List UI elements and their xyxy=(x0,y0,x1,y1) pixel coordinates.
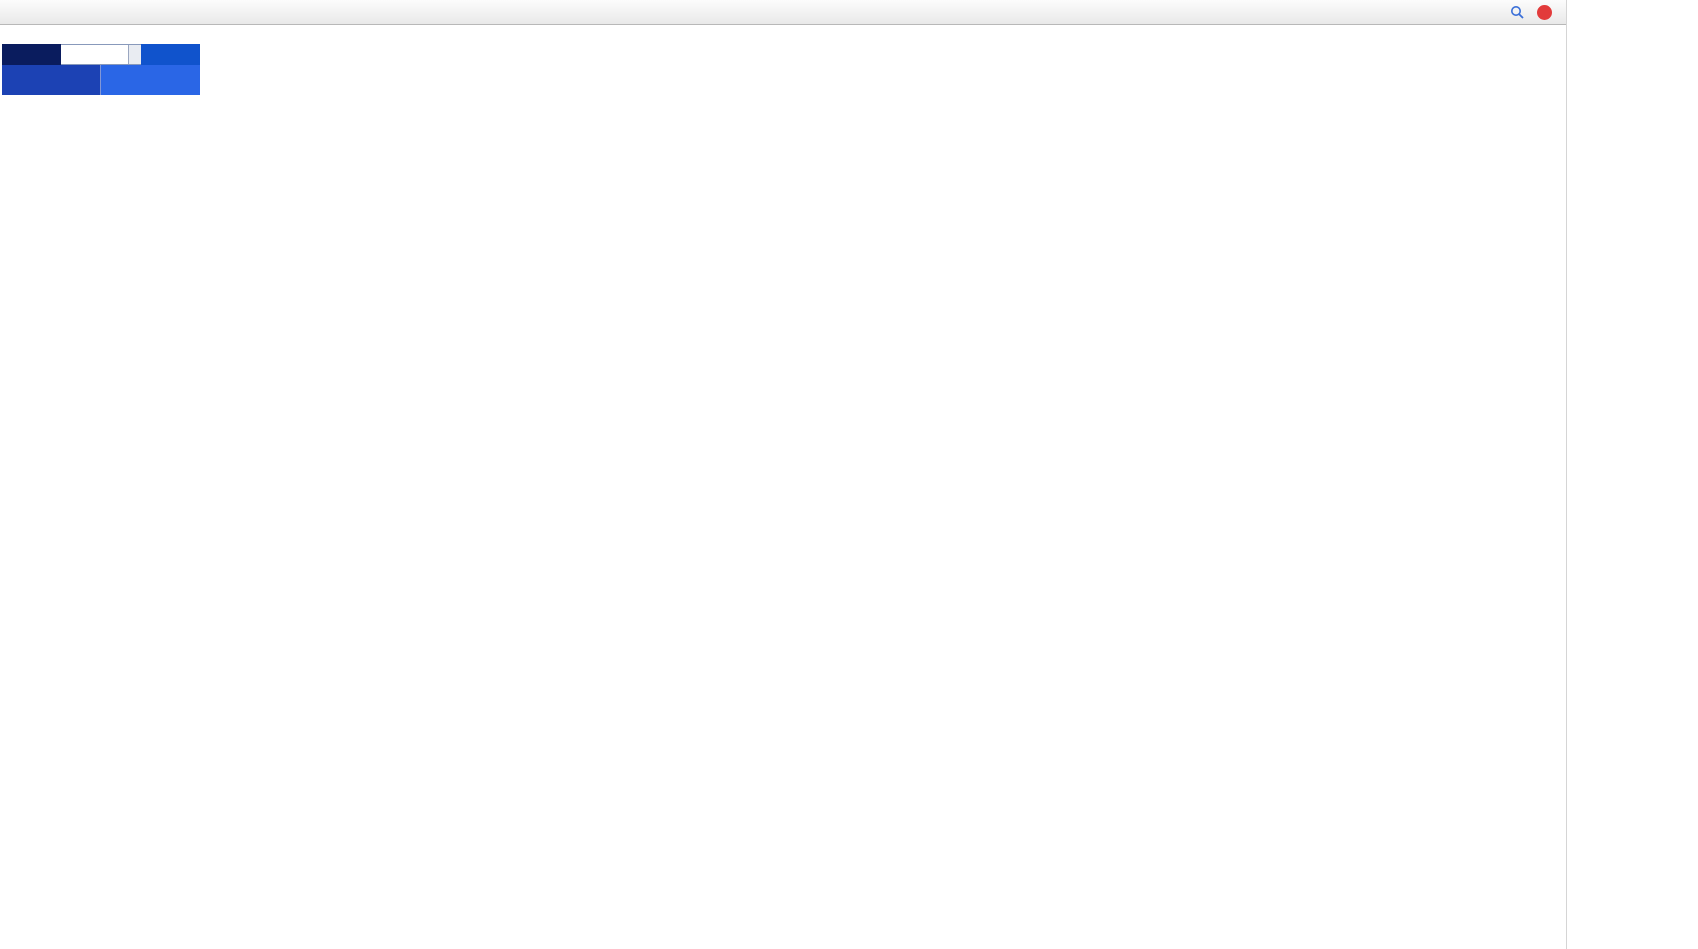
search-button[interactable] xyxy=(1504,1,1530,23)
notifications-badge[interactable] xyxy=(1537,4,1552,20)
toolbar xyxy=(0,0,1566,25)
toolbar-right xyxy=(1504,1,1552,23)
sell-button[interactable] xyxy=(2,44,61,65)
chart-area xyxy=(0,25,1566,949)
one-click-trading-panel xyxy=(2,44,200,95)
chart-canvas[interactable] xyxy=(0,25,1566,949)
sell-price[interactable] xyxy=(2,65,101,95)
search-icon xyxy=(1510,5,1524,19)
buy-button[interactable] xyxy=(141,44,200,65)
volume-spinner xyxy=(128,45,141,64)
buy-price[interactable] xyxy=(101,65,200,95)
volume-decrease-button[interactable] xyxy=(129,54,141,64)
volume-value[interactable] xyxy=(61,45,128,64)
volume-field[interactable] xyxy=(61,44,141,65)
mt4-window xyxy=(0,0,1567,949)
volume-increase-button[interactable] xyxy=(129,45,141,55)
